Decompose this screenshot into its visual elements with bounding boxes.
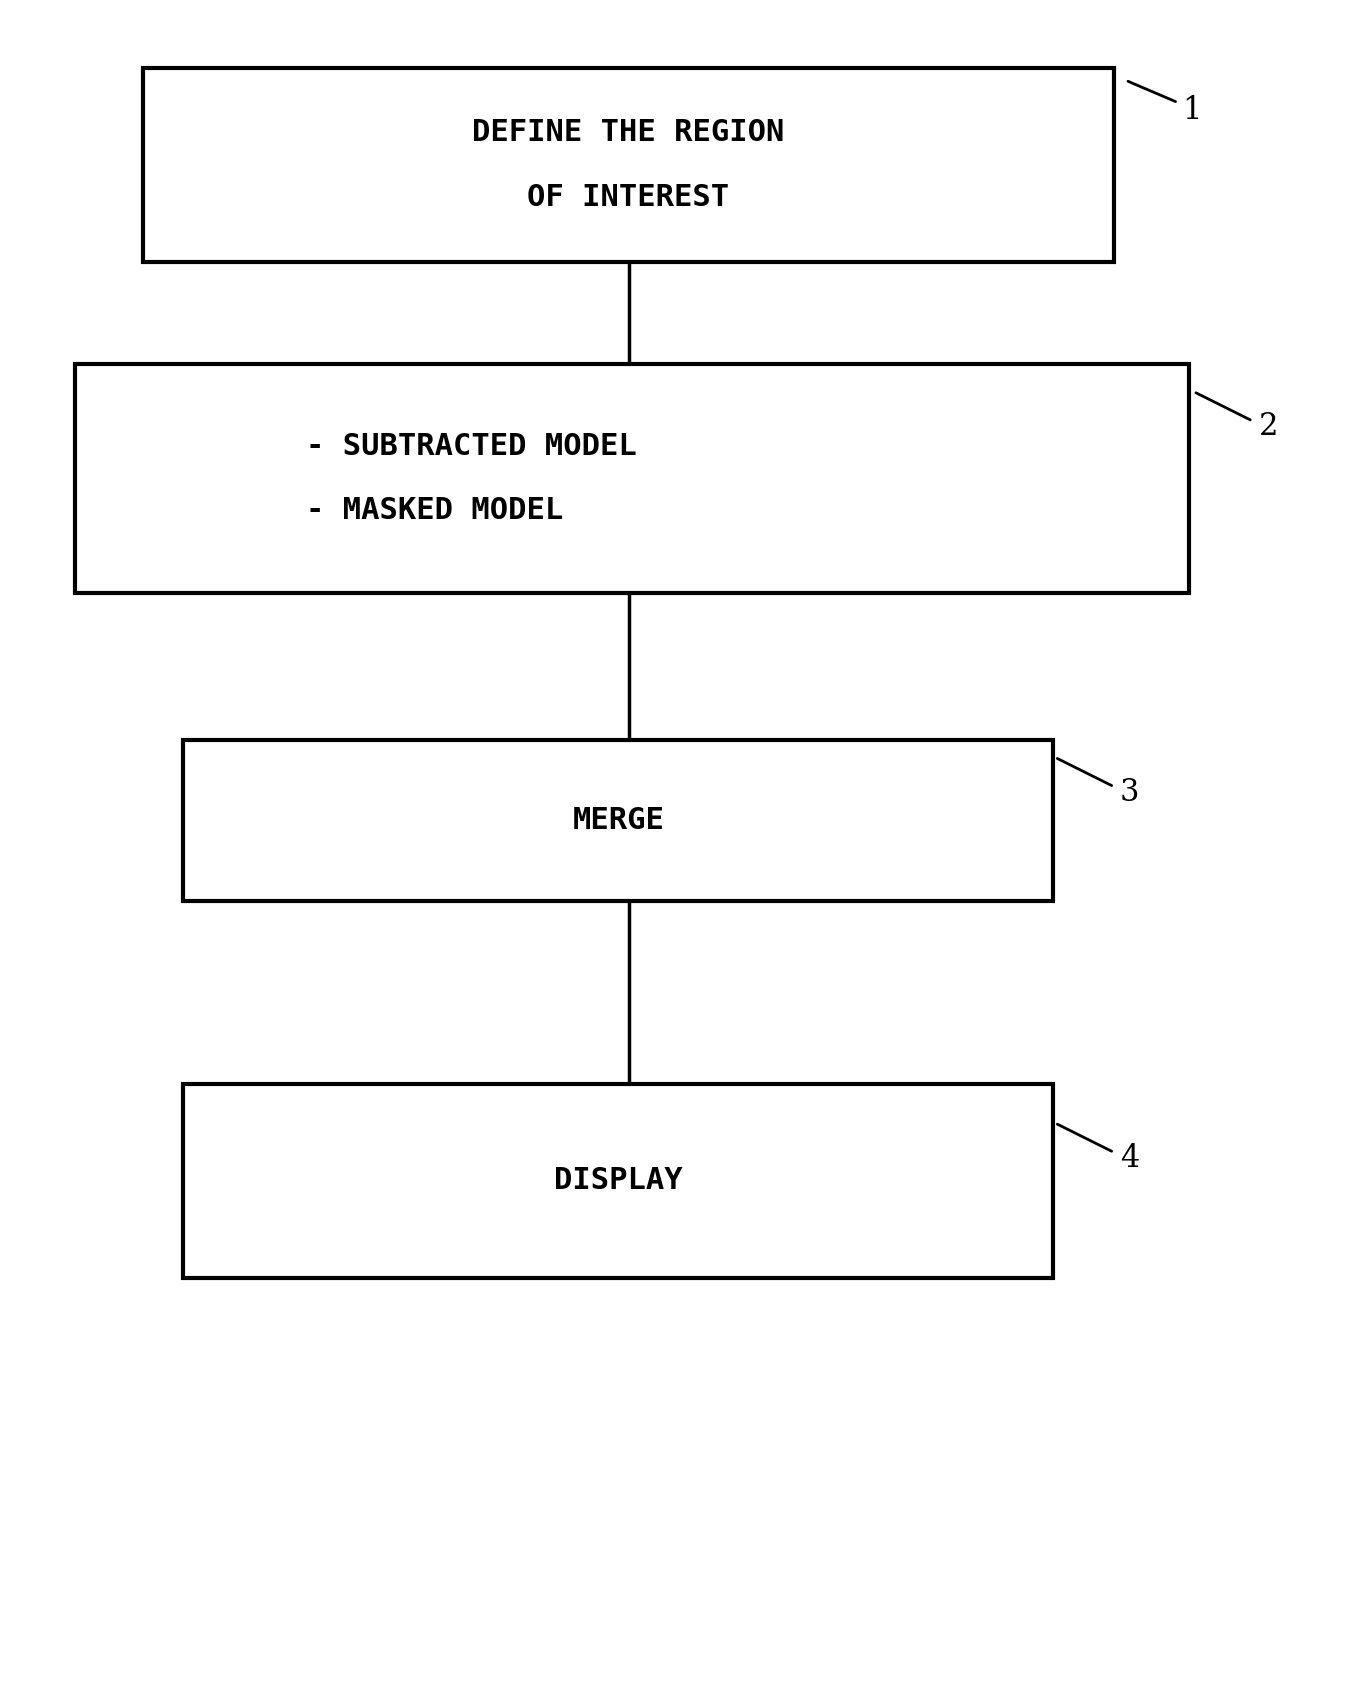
Text: 1: 1 bbox=[1182, 95, 1201, 125]
Text: 4: 4 bbox=[1120, 1143, 1139, 1173]
Text: - SUBTRACTED MODEL: - SUBTRACTED MODEL bbox=[306, 432, 636, 460]
Text: - MASKED MODEL: - MASKED MODEL bbox=[306, 496, 563, 525]
Text: MERGE: MERGE bbox=[572, 806, 665, 835]
Text: 3: 3 bbox=[1120, 777, 1139, 808]
Text: OF INTEREST: OF INTEREST bbox=[527, 183, 730, 212]
Bar bbox=[183, 1084, 1053, 1278]
Text: DEFINE THE REGION: DEFINE THE REGION bbox=[473, 119, 784, 147]
Bar bbox=[75, 364, 1189, 593]
Text: DISPLAY: DISPLAY bbox=[554, 1166, 682, 1195]
Bar bbox=[183, 740, 1053, 901]
Bar bbox=[143, 68, 1114, 262]
Text: 2: 2 bbox=[1258, 411, 1277, 442]
